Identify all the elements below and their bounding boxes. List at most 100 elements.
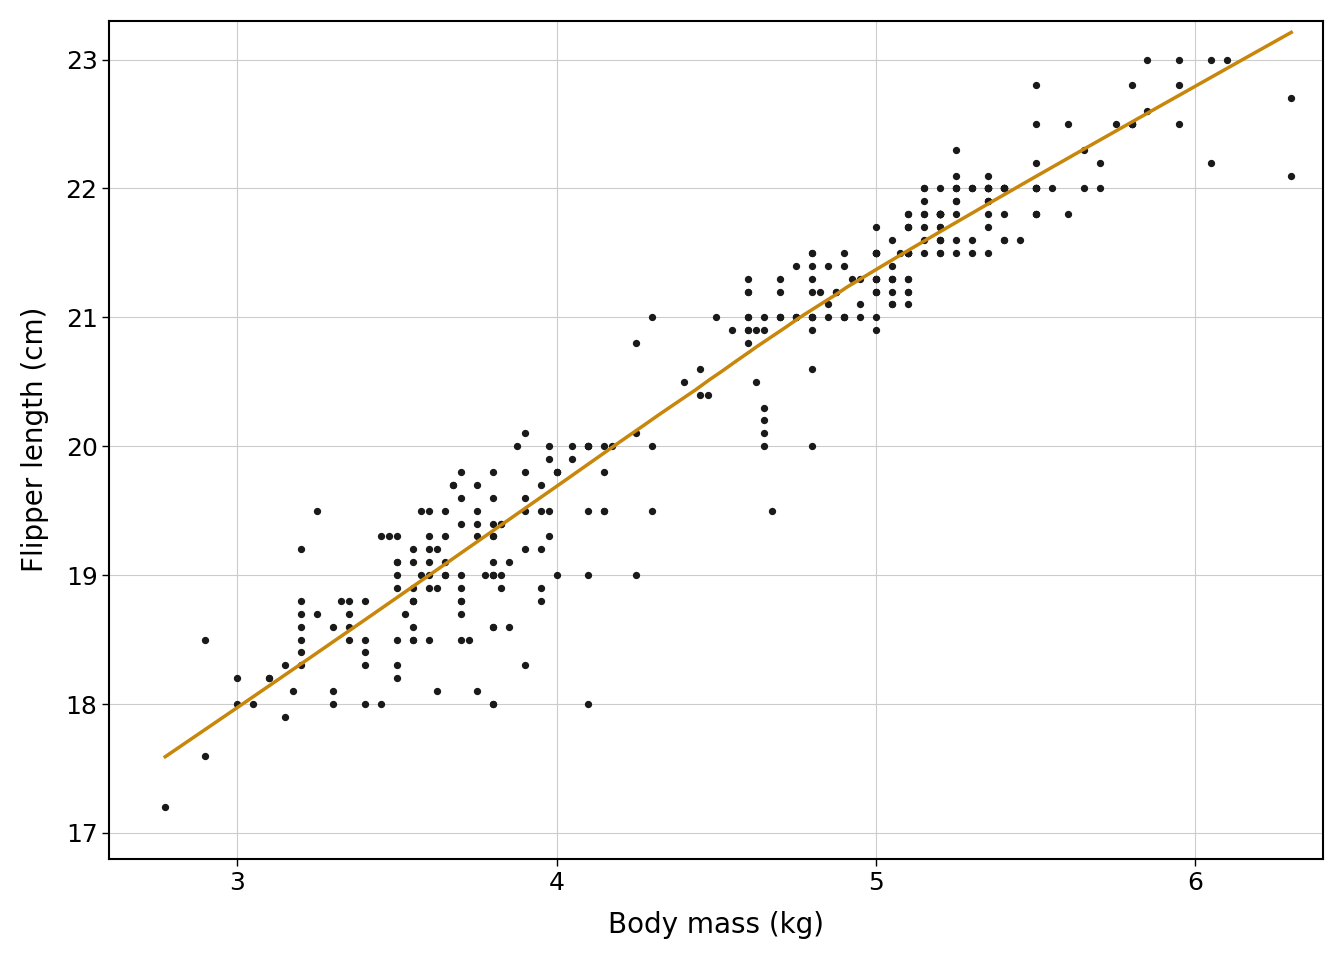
Point	[1025, 180, 1047, 196]
Point	[370, 696, 391, 711]
Y-axis label: Flipper length (cm): Flipper length (cm)	[22, 307, 48, 572]
Point	[530, 477, 551, 492]
Point	[546, 567, 567, 583]
Point	[1025, 180, 1047, 196]
Point	[578, 439, 599, 454]
Point	[1169, 78, 1191, 93]
Point	[882, 258, 903, 274]
Point	[866, 245, 887, 260]
Point	[418, 503, 439, 518]
Point	[754, 310, 775, 325]
Point	[450, 491, 472, 506]
Point	[641, 439, 663, 454]
Point	[474, 567, 496, 583]
Point	[578, 439, 599, 454]
Point	[801, 439, 823, 454]
Point	[1025, 155, 1047, 170]
Point	[489, 516, 511, 531]
Point	[801, 361, 823, 376]
Point	[418, 555, 439, 570]
Point	[323, 619, 344, 635]
Point	[1121, 116, 1142, 132]
Point	[898, 245, 919, 260]
Point	[866, 271, 887, 286]
Point	[882, 271, 903, 286]
Point	[825, 284, 847, 300]
Point	[977, 180, 999, 196]
Point	[977, 206, 999, 222]
Point	[578, 439, 599, 454]
Point	[1025, 206, 1047, 222]
Point	[945, 194, 966, 209]
Point	[913, 180, 934, 196]
Point	[282, 684, 304, 699]
Point	[290, 606, 312, 621]
Point	[538, 451, 559, 467]
Point	[434, 503, 456, 518]
Point	[898, 284, 919, 300]
Point	[738, 323, 759, 338]
Point	[866, 284, 887, 300]
Point	[961, 245, 982, 260]
Point	[290, 541, 312, 557]
Point	[1025, 180, 1047, 196]
Point	[538, 503, 559, 518]
Point	[482, 619, 504, 635]
Point	[738, 284, 759, 300]
Point	[530, 541, 551, 557]
Point	[1137, 52, 1159, 67]
Point	[801, 271, 823, 286]
Point	[801, 245, 823, 260]
Point	[673, 374, 695, 390]
Point	[1073, 180, 1094, 196]
Point	[882, 284, 903, 300]
Point	[482, 529, 504, 544]
Point	[706, 310, 727, 325]
Point	[817, 310, 839, 325]
Point	[426, 684, 448, 699]
Point	[977, 194, 999, 209]
Point	[386, 632, 407, 647]
Point	[482, 567, 504, 583]
Point	[1281, 168, 1302, 183]
Point	[769, 284, 790, 300]
Point	[386, 529, 407, 544]
Point	[546, 465, 567, 480]
Point	[386, 658, 407, 673]
Point	[993, 180, 1015, 196]
Point	[833, 258, 855, 274]
Point	[929, 206, 950, 222]
Point	[898, 297, 919, 312]
Point	[578, 696, 599, 711]
Point	[929, 206, 950, 222]
Point	[489, 581, 511, 596]
Point	[833, 245, 855, 260]
Point	[394, 606, 415, 621]
Point	[929, 232, 950, 248]
Point	[625, 425, 646, 441]
Point	[489, 567, 511, 583]
Point	[913, 245, 934, 260]
Point	[738, 310, 759, 325]
Point	[450, 516, 472, 531]
Point	[754, 425, 775, 441]
Point	[913, 180, 934, 196]
Point	[801, 258, 823, 274]
Point	[513, 503, 535, 518]
Point	[434, 567, 456, 583]
Point	[993, 206, 1015, 222]
Point	[1089, 180, 1110, 196]
Point	[849, 297, 871, 312]
Point	[841, 271, 863, 286]
Point	[754, 439, 775, 454]
Point	[482, 516, 504, 531]
Point	[898, 245, 919, 260]
Point	[722, 323, 743, 338]
Point	[929, 206, 950, 222]
Point	[418, 581, 439, 596]
Point	[738, 284, 759, 300]
Point	[1025, 206, 1047, 222]
Point	[1169, 116, 1191, 132]
Point	[977, 194, 999, 209]
Point	[323, 696, 344, 711]
